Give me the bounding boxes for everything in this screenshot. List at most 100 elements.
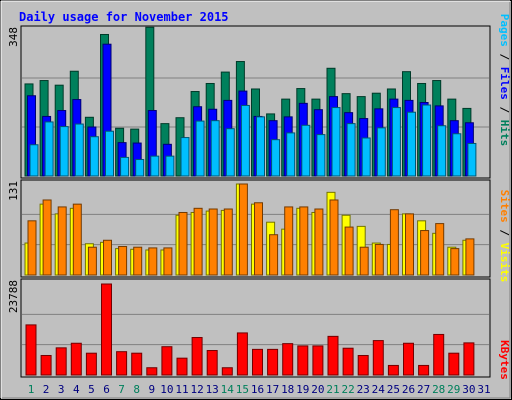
bar-sites-day-10: [163, 247, 173, 276]
bar-sites-day-14: [223, 208, 233, 276]
bar-pages-day-30: [467, 142, 477, 177]
day-label-21: 21: [326, 383, 339, 396]
legend-sep-1: /: [498, 47, 511, 67]
day-label-30: 30: [462, 383, 475, 396]
bar-kbytes-day-28: [433, 333, 445, 376]
bar-pages-day-14: [225, 128, 235, 177]
bar-sites-day-9: [148, 247, 158, 276]
bar-kbytes-day-22: [342, 347, 354, 376]
bar-sites-day-26: [405, 213, 414, 276]
bar-pages-day-13: [210, 120, 220, 177]
day-label-27: 27: [417, 383, 430, 396]
bar-kbytes-day-1: [25, 324, 37, 376]
day-label-23: 23: [357, 383, 370, 396]
bar-kbytes-day-30: [463, 342, 475, 376]
day-label-8: 8: [133, 383, 140, 396]
day-label-17: 17: [266, 383, 279, 396]
bar-kbytes-day-4: [70, 342, 82, 376]
bar-sites-day-15: [238, 183, 248, 276]
bar-kbytes-day-10: [161, 346, 173, 376]
legend-pages: Pages: [498, 14, 511, 47]
bar-sites-day-16: [254, 202, 263, 276]
bar-kbytes-day-8: [131, 352, 143, 376]
bar-pages-day-28: [437, 125, 447, 177]
day-label-1: 1: [28, 383, 35, 396]
legend-visits: Visits: [498, 243, 511, 283]
bar-kbytes-day-3: [55, 347, 67, 376]
day-label-14: 14: [221, 383, 235, 396]
bar-sites-day-5: [87, 246, 97, 276]
day-label-6: 6: [103, 383, 110, 396]
bar-pages-day-18: [286, 132, 296, 177]
legend-sites: Sites: [498, 190, 511, 223]
bar-pages-day-27: [422, 104, 432, 177]
bar-kbytes-day-26: [403, 342, 414, 376]
bar-kbytes-day-17: [267, 348, 279, 376]
day-label-26: 26: [402, 383, 415, 396]
day-labels: 1 2 3 4 5 6 7 8 9 10 11 12 13 14 15 16 17 18 19 20 21 22 23 24 2…: [28, 383, 491, 396]
bar-sites-day-2: [42, 199, 52, 276]
bar-sites-day-3: [57, 206, 67, 276]
bar-kbytes-day-23: [357, 354, 369, 376]
bar-kbytes-day-29: [448, 352, 460, 376]
day-label-11: 11: [175, 383, 188, 396]
bar-sites-day-24: [374, 243, 384, 276]
bar-pages-day-22: [346, 123, 356, 177]
bar-pages-day-9: [150, 155, 160, 177]
bar-sites-day-12: [193, 207, 203, 276]
bar-pages-day-20: [316, 134, 326, 177]
bar-pages-day-26: [407, 111, 416, 177]
day-label-12: 12: [190, 383, 203, 396]
chart-title: Daily usage for November 2015: [19, 10, 229, 24]
bar-pages-day-12: [195, 120, 205, 177]
bar-pages-day-25: [391, 107, 401, 177]
top-max-label: 348: [7, 27, 20, 47]
bar-sites-day-19: [299, 206, 309, 276]
day-label-29: 29: [447, 383, 460, 396]
bar-pages-day-6: [105, 130, 114, 177]
legend-hits: Hits: [498, 120, 511, 147]
bar-sites-day-22: [344, 226, 354, 276]
day-label-28: 28: [432, 383, 445, 396]
bar-sites-day-13: [208, 208, 218, 276]
bar-kbytes-day-7: [116, 351, 128, 376]
bar-sites-day-7: [118, 246, 128, 276]
day-label-15: 15: [236, 383, 249, 396]
bar-kbytes-day-25: [387, 364, 399, 376]
bottom-max-label: 23788: [7, 280, 20, 313]
day-label-22: 22: [341, 383, 354, 396]
day-label-16: 16: [251, 383, 264, 396]
day-label-7: 7: [118, 383, 125, 396]
bar-kbytes-day-18: [282, 343, 294, 376]
bar-sites-day-17: [269, 234, 279, 276]
day-label-2: 2: [43, 383, 50, 396]
bar-kbytes-day-20: [312, 345, 324, 376]
bar-kbytes-day-9: [146, 367, 158, 376]
bar-sites-day-18: [284, 206, 294, 276]
middle-max-label: 131: [7, 181, 20, 201]
legend-sep-3: /: [498, 223, 511, 243]
bar-pages-day-4: [74, 123, 84, 177]
bar-kbytes-day-21: [327, 335, 339, 376]
bar-sites-day-11: [178, 211, 188, 276]
bar-sites-day-23: [359, 246, 369, 276]
day-label-25: 25: [387, 383, 400, 396]
legend-sep-2: /: [498, 100, 511, 120]
middle-legend: Sites / Visits: [498, 190, 511, 283]
day-label-24: 24: [372, 383, 386, 396]
bar-sites-day-8: [133, 246, 143, 276]
day-label-19: 19: [296, 383, 309, 396]
bar-kbytes-day-2: [40, 354, 52, 376]
bar-sites-day-21: [329, 199, 339, 276]
day-label-9: 9: [148, 383, 155, 396]
bar-kbytes-day-19: [297, 345, 309, 376]
bar-pages-day-11: [180, 137, 190, 177]
bar-kbytes-day-5: [85, 352, 97, 376]
bar-kbytes-day-15: [236, 332, 248, 376]
day-label-31: 31: [477, 383, 490, 396]
bars-layer: [22, 26, 489, 376]
bar-kbytes-day-24: [372, 340, 384, 376]
bar-pages-day-24: [376, 127, 386, 177]
bar-sites-day-28: [435, 223, 445, 276]
